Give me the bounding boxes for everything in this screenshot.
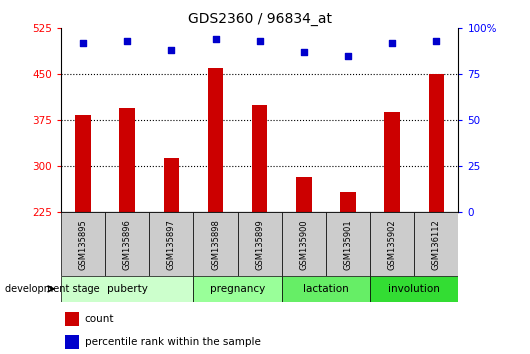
Text: GSM135896: GSM135896 (123, 219, 131, 270)
Bar (296, 177, 312, 212)
Text: count: count (85, 314, 114, 324)
Text: GSM135902: GSM135902 (388, 219, 396, 270)
Bar (193, 212, 237, 276)
Point (432, 38, 440, 44)
Bar (164, 158, 179, 212)
Bar (208, 68, 223, 212)
Bar (65, 335, 79, 349)
Point (344, 53, 352, 59)
Bar (429, 74, 444, 212)
Bar (414, 212, 458, 276)
Text: GSM135901: GSM135901 (343, 219, 352, 270)
Point (79, 40, 87, 46)
Title: GDS2360 / 96834_at: GDS2360 / 96834_at (188, 12, 332, 26)
Text: lactation: lactation (303, 284, 349, 294)
Text: puberty: puberty (107, 284, 148, 294)
Bar (370, 276, 458, 302)
Bar (252, 105, 268, 212)
Bar (119, 108, 135, 212)
Point (167, 47, 175, 53)
Text: pregnancy: pregnancy (210, 284, 265, 294)
Point (299, 50, 308, 55)
Text: development stage: development stage (5, 284, 100, 294)
Text: percentile rank within the sample: percentile rank within the sample (85, 337, 261, 347)
Text: GSM136112: GSM136112 (432, 219, 441, 270)
Bar (61, 212, 105, 276)
Bar (149, 212, 193, 276)
Point (255, 38, 264, 44)
Bar (65, 312, 79, 326)
Text: GSM135899: GSM135899 (255, 219, 264, 270)
Text: GSM135895: GSM135895 (78, 219, 87, 270)
Bar (384, 112, 400, 212)
Text: involution: involution (388, 284, 440, 294)
Bar (237, 212, 282, 276)
Point (123, 38, 131, 44)
Bar (282, 276, 370, 302)
Bar (75, 115, 91, 212)
Text: GSM135897: GSM135897 (167, 219, 176, 270)
Bar (326, 212, 370, 276)
Bar (370, 212, 414, 276)
Bar (340, 192, 356, 212)
Point (388, 40, 396, 46)
Text: GSM135898: GSM135898 (211, 219, 220, 270)
Bar (61, 276, 193, 302)
Bar (193, 276, 282, 302)
Bar (282, 212, 326, 276)
Point (211, 36, 220, 42)
Bar (105, 212, 149, 276)
Text: GSM135900: GSM135900 (299, 219, 308, 270)
